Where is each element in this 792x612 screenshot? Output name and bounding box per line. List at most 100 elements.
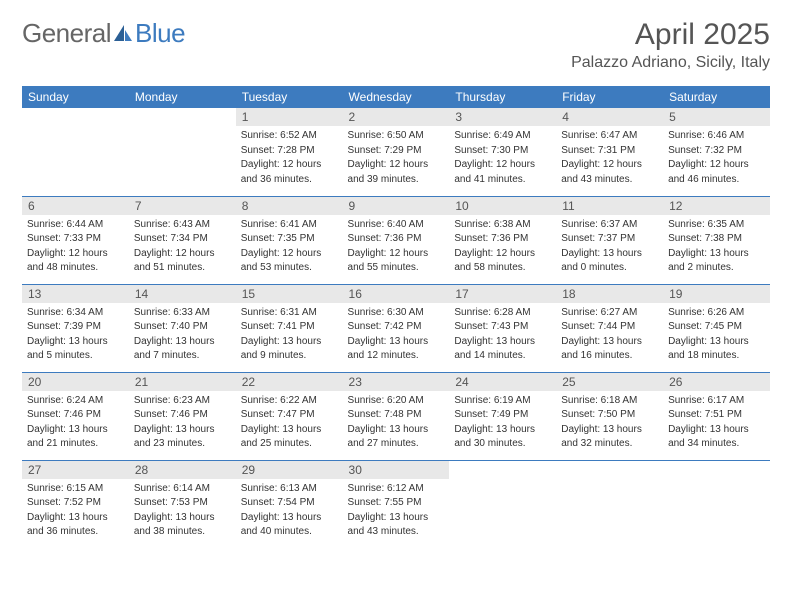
calendar-cell: 30Sunrise: 6:12 AMSunset: 7:55 PMDayligh… xyxy=(343,460,450,548)
weekday-header: Sunday xyxy=(22,86,129,108)
day-line: and 25 minutes. xyxy=(241,437,338,451)
day-line: Sunset: 7:36 PM xyxy=(348,232,445,246)
day-number: 12 xyxy=(663,197,770,215)
day-line: Sunset: 7:52 PM xyxy=(27,496,124,510)
day-line: Sunrise: 6:33 AM xyxy=(134,306,231,320)
day-line: Sunset: 7:43 PM xyxy=(454,320,551,334)
day-line: Daylight: 13 hours xyxy=(561,247,658,261)
day-line: Daylight: 12 hours xyxy=(241,247,338,261)
day-number: 11 xyxy=(556,197,663,215)
day-number: 29 xyxy=(236,461,343,479)
calendar-cell: 29Sunrise: 6:13 AMSunset: 7:54 PMDayligh… xyxy=(236,460,343,548)
weekday-header-row: Sunday Monday Tuesday Wednesday Thursday… xyxy=(22,86,770,108)
day-line: Daylight: 13 hours xyxy=(561,335,658,349)
day-number: 7 xyxy=(129,197,236,215)
day-line: and 0 minutes. xyxy=(561,261,658,275)
day-line: Daylight: 12 hours xyxy=(454,247,551,261)
day-line: Sunrise: 6:41 AM xyxy=(241,218,338,232)
logo-sail-icon xyxy=(112,23,134,45)
calendar-cell: 6Sunrise: 6:44 AMSunset: 7:33 PMDaylight… xyxy=(22,196,129,284)
day-line: Sunrise: 6:13 AM xyxy=(241,482,338,496)
calendar-cell: 15Sunrise: 6:31 AMSunset: 7:41 PMDayligh… xyxy=(236,284,343,372)
day-line: Sunset: 7:45 PM xyxy=(668,320,765,334)
day-number: 25 xyxy=(556,373,663,391)
calendar-cell: . xyxy=(129,108,236,196)
calendar-cell: 10Sunrise: 6:38 AMSunset: 7:36 PMDayligh… xyxy=(449,196,556,284)
calendar-cell: 23Sunrise: 6:20 AMSunset: 7:48 PMDayligh… xyxy=(343,372,450,460)
day-details: Sunrise: 6:12 AMSunset: 7:55 PMDaylight:… xyxy=(343,479,450,543)
calendar-cell: 7Sunrise: 6:43 AMSunset: 7:34 PMDaylight… xyxy=(129,196,236,284)
day-line: Daylight: 12 hours xyxy=(348,247,445,261)
day-details: Sunrise: 6:52 AMSunset: 7:28 PMDaylight:… xyxy=(236,126,343,190)
month-title: April 2025 xyxy=(571,18,770,52)
calendar-row: 13Sunrise: 6:34 AMSunset: 7:39 PMDayligh… xyxy=(22,284,770,372)
day-line: Sunrise: 6:14 AM xyxy=(134,482,231,496)
logo-text-general: General xyxy=(22,18,111,49)
location: Palazzo Adriano, Sicily, Italy xyxy=(571,54,770,72)
day-line: and 51 minutes. xyxy=(134,261,231,275)
day-number: 30 xyxy=(343,461,450,479)
day-line: and 30 minutes. xyxy=(454,437,551,451)
day-details: Sunrise: 6:37 AMSunset: 7:37 PMDaylight:… xyxy=(556,215,663,279)
day-line: and 36 minutes. xyxy=(27,525,124,539)
day-line: and 43 minutes. xyxy=(348,525,445,539)
day-details: Sunrise: 6:15 AMSunset: 7:52 PMDaylight:… xyxy=(22,479,129,543)
day-number: 21 xyxy=(129,373,236,391)
day-line: Daylight: 13 hours xyxy=(454,423,551,437)
day-line: Daylight: 13 hours xyxy=(668,335,765,349)
day-details: Sunrise: 6:13 AMSunset: 7:54 PMDaylight:… xyxy=(236,479,343,543)
day-number: 6 xyxy=(22,197,129,215)
day-line: Sunrise: 6:38 AM xyxy=(454,218,551,232)
day-line: and 39 minutes. xyxy=(348,173,445,187)
day-number: 2 xyxy=(343,108,450,126)
day-line: Daylight: 13 hours xyxy=(134,511,231,525)
calendar-cell: 19Sunrise: 6:26 AMSunset: 7:45 PMDayligh… xyxy=(663,284,770,372)
calendar-row: 27Sunrise: 6:15 AMSunset: 7:52 PMDayligh… xyxy=(22,460,770,548)
day-line: and 46 minutes. xyxy=(668,173,765,187)
day-details: Sunrise: 6:18 AMSunset: 7:50 PMDaylight:… xyxy=(556,391,663,455)
day-line: Sunrise: 6:37 AM xyxy=(561,218,658,232)
day-details: Sunrise: 6:19 AMSunset: 7:49 PMDaylight:… xyxy=(449,391,556,455)
day-line: Sunset: 7:37 PM xyxy=(561,232,658,246)
calendar-cell: . xyxy=(22,108,129,196)
day-details: Sunrise: 6:33 AMSunset: 7:40 PMDaylight:… xyxy=(129,303,236,367)
day-line: Sunset: 7:44 PM xyxy=(561,320,658,334)
calendar-cell: 14Sunrise: 6:33 AMSunset: 7:40 PMDayligh… xyxy=(129,284,236,372)
calendar-row: 20Sunrise: 6:24 AMSunset: 7:46 PMDayligh… xyxy=(22,372,770,460)
day-details: Sunrise: 6:47 AMSunset: 7:31 PMDaylight:… xyxy=(556,126,663,190)
day-line: Sunset: 7:46 PM xyxy=(27,408,124,422)
day-details: Sunrise: 6:35 AMSunset: 7:38 PMDaylight:… xyxy=(663,215,770,279)
day-details: Sunrise: 6:49 AMSunset: 7:30 PMDaylight:… xyxy=(449,126,556,190)
day-line: Sunset: 7:38 PM xyxy=(668,232,765,246)
day-line: Daylight: 12 hours xyxy=(241,158,338,172)
calendar-cell: 24Sunrise: 6:19 AMSunset: 7:49 PMDayligh… xyxy=(449,372,556,460)
day-line: and 43 minutes. xyxy=(561,173,658,187)
weekday-header: Monday xyxy=(129,86,236,108)
day-line: Sunset: 7:46 PM xyxy=(134,408,231,422)
day-line: Daylight: 12 hours xyxy=(454,158,551,172)
day-number: 9 xyxy=(343,197,450,215)
day-line: Daylight: 12 hours xyxy=(27,247,124,261)
day-line: Sunrise: 6:43 AM xyxy=(134,218,231,232)
day-line: and 58 minutes. xyxy=(454,261,551,275)
weekday-header: Thursday xyxy=(449,86,556,108)
day-number: 26 xyxy=(663,373,770,391)
day-number: 13 xyxy=(22,285,129,303)
calendar-cell: 25Sunrise: 6:18 AMSunset: 7:50 PMDayligh… xyxy=(556,372,663,460)
day-number: 15 xyxy=(236,285,343,303)
day-line: and 5 minutes. xyxy=(27,349,124,363)
day-line: Sunrise: 6:27 AM xyxy=(561,306,658,320)
day-details: Sunrise: 6:23 AMSunset: 7:46 PMDaylight:… xyxy=(129,391,236,455)
day-line: Daylight: 12 hours xyxy=(134,247,231,261)
calendar-cell: 18Sunrise: 6:27 AMSunset: 7:44 PMDayligh… xyxy=(556,284,663,372)
day-details: Sunrise: 6:40 AMSunset: 7:36 PMDaylight:… xyxy=(343,215,450,279)
day-line: Daylight: 13 hours xyxy=(668,247,765,261)
day-line: Daylight: 13 hours xyxy=(348,511,445,525)
day-line: Daylight: 13 hours xyxy=(241,335,338,349)
day-details: Sunrise: 6:44 AMSunset: 7:33 PMDaylight:… xyxy=(22,215,129,279)
day-details: Sunrise: 6:17 AMSunset: 7:51 PMDaylight:… xyxy=(663,391,770,455)
day-line: Sunset: 7:36 PM xyxy=(454,232,551,246)
calendar-cell: 4Sunrise: 6:47 AMSunset: 7:31 PMDaylight… xyxy=(556,108,663,196)
day-number: 19 xyxy=(663,285,770,303)
day-line: Sunrise: 6:15 AM xyxy=(27,482,124,496)
